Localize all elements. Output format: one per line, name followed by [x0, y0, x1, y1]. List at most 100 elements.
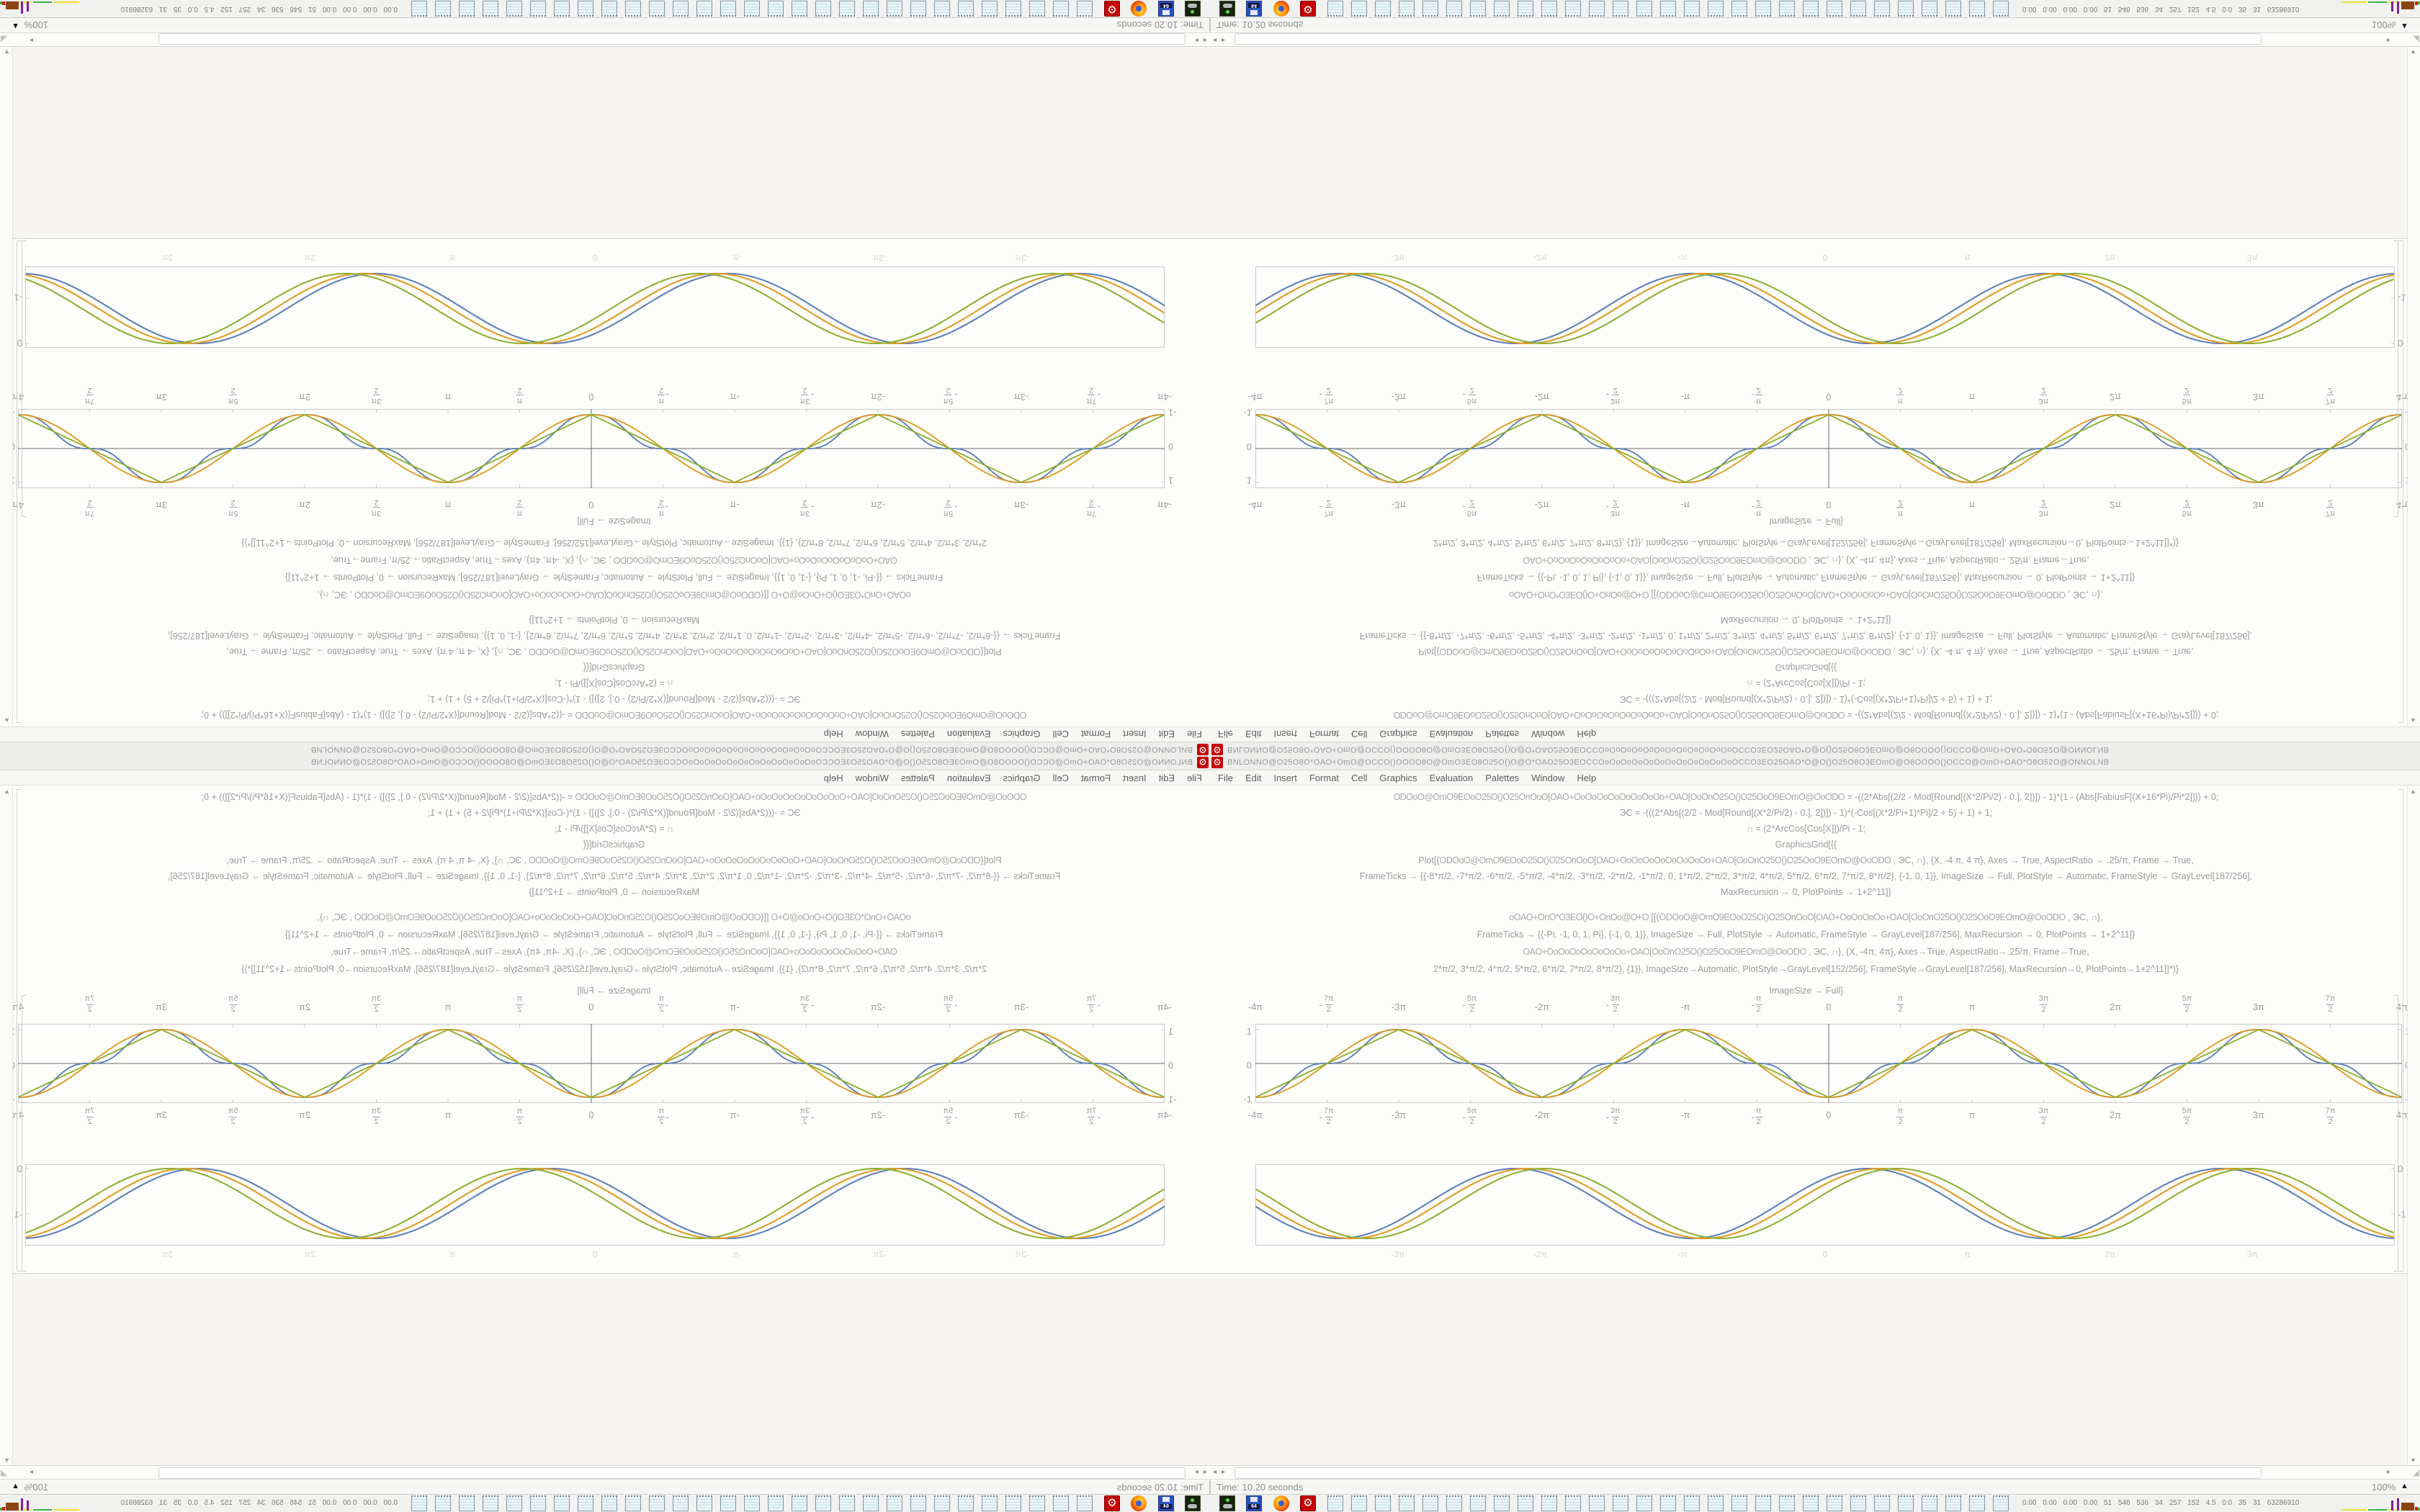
code-line-5[interactable]: Plot[{ODOoO@OmO9EOoO25O()O25OnOoO[OAO+Oo…: [18, 644, 1210, 658]
scrollbar-thumb[interactable]: [1234, 1467, 2262, 1479]
notepad-icon[interactable]: [1053, 1495, 1069, 1511]
notepad-icon[interactable]: [1565, 1, 1581, 17]
code-line-1[interactable]: ODOoO@OmO9EOoO25O()O25OnOoO[OAO+OoOoOoOo…: [18, 708, 1210, 721]
notepad-icon[interactable]: [1541, 1, 1557, 17]
menu-item-help[interactable]: Help: [1577, 729, 1597, 740]
notepad-icon[interactable]: [887, 1, 902, 17]
code-line-11[interactable]: 2*π/2, 3*π/2, 4*π/2, 5*π/2, 6*π/2, 7*π/2…: [18, 536, 1210, 549]
code-line-11[interactable]: 2*π/2, 3*π/2, 4*π/2, 5*π/2, 6*π/2, 7*π/2…: [1210, 963, 2402, 976]
menu-item-evaluation[interactable]: Evaluation: [1429, 729, 1474, 740]
cell-bracket-outer[interactable]: [2398, 789, 2403, 1272]
firefox-icon[interactable]: [1131, 1, 1147, 17]
device-icon[interactable]: [1219, 1495, 1235, 1511]
scroll-down-icon[interactable]: ▼: [2410, 1457, 2416, 1464]
notepad-icon[interactable]: [625, 1, 641, 17]
notepad-icon[interactable]: [673, 1495, 689, 1511]
notepad-icon[interactable]: [1827, 1495, 1842, 1511]
notepad-icon[interactable]: [792, 1, 807, 17]
floppy-64-icon[interactable]: 64: [1158, 1, 1174, 17]
notepad-icon[interactable]: [1613, 1495, 1628, 1511]
scroll-right-icon[interactable]: ▸: [1194, 1468, 1198, 1476]
notepad-icon[interactable]: [459, 1, 475, 17]
menu-item-palettes[interactable]: Palettes: [1485, 729, 1520, 740]
scrollbar-thumb[interactable]: [158, 33, 1186, 45]
notepad-icon[interactable]: [1399, 1495, 1415, 1511]
menu-item-insert[interactable]: Insert: [1123, 772, 1147, 783]
magnification-label[interactable]: 100%: [24, 1482, 48, 1493]
menu-item-format[interactable]: Format: [1080, 772, 1111, 783]
menu-item-evaluation[interactable]: Evaluation: [1429, 772, 1474, 783]
code-line-6[interactable]: FrameTicks → {{-8*π/2, -7*π/2, -6*π/2, -…: [18, 870, 1210, 883]
notebook-code-cells[interactable]: ODOoO@OmO9EOoO25O()O25OnOoO[OAO+OoOoOoOo…: [18, 514, 1210, 724]
notepad-icon[interactable]: [1565, 1495, 1581, 1511]
notepad-icon[interactable]: [554, 1495, 570, 1511]
menu-item-file[interactable]: File: [1218, 772, 1233, 783]
menu-item-graphics[interactable]: Graphics: [1379, 729, 1417, 740]
vertical-scrollbar[interactable]: ▲ ▼: [2407, 47, 2420, 726]
menu-item-window[interactable]: Window: [1531, 729, 1565, 740]
scrollbar-thumb[interactable]: [1234, 33, 2262, 45]
notepad-icon[interactable]: [720, 1, 736, 17]
notepad-icon[interactable]: [578, 1, 593, 17]
menu-item-format[interactable]: Format: [1309, 729, 1340, 740]
scroll-up-icon[interactable]: ▲: [4, 788, 10, 795]
resize-grip-icon[interactable]: ◢: [2412, 1467, 2419, 1477]
floppy-64-icon[interactable]: 64: [1158, 1495, 1174, 1511]
code-line-11[interactable]: 2*π/2, 3*π/2, 4*π/2, 5*π/2, 6*π/2, 7*π/2…: [1210, 536, 2402, 549]
menu-item-graphics[interactable]: Graphics: [1003, 729, 1041, 740]
device-icon[interactable]: [1219, 1, 1235, 17]
notepad-icon[interactable]: [1470, 1495, 1486, 1511]
notepad-icon[interactable]: [696, 1495, 712, 1511]
scroll-right-end-icon[interactable]: ▸: [29, 1468, 33, 1476]
notepad-icon[interactable]: [863, 1495, 879, 1511]
mathematica-gear-icon[interactable]: ⚙: [1104, 1, 1120, 17]
notepad-icon[interactable]: [1636, 1495, 1652, 1511]
notebook-code-cells[interactable]: ODOoO@OmO9EOoO25O()O25OnOoO[OAO+OoOoOoOo…: [18, 788, 1210, 998]
notepad-icon[interactable]: [1850, 1495, 1866, 1511]
window-titlebar[interactable]: ⚙ BNLONNO@O25O8O*OAO+OmO@OCCO()OOOO8O@Om…: [0, 742, 1210, 756]
scroll-right-icon[interactable]: ▸: [1222, 1468, 1226, 1476]
notepad-icon[interactable]: [934, 1, 950, 17]
cell-bracket-outer[interactable]: [17, 240, 22, 723]
code-line-8[interactable]: oOAO+OnO*O3EO()O+OnOo@O+O [[(ODOoO@OmO9E…: [18, 911, 1210, 924]
notepad-icon[interactable]: [1005, 1495, 1021, 1511]
notepad-icon[interactable]: [1708, 1, 1724, 17]
notebook-content[interactable]: ODOoO@OmO9EOoO25O()O25OnOoO[OAO+OoOoOoOo…: [0, 46, 1210, 726]
scroll-right-end-icon[interactable]: ▸: [29, 36, 33, 44]
notepad-icon[interactable]: [673, 1, 689, 17]
scroll-left-icon[interactable]: ◂: [1213, 36, 1217, 44]
notepad-icon[interactable]: [601, 1495, 617, 1511]
notepad-icon[interactable]: [1399, 1, 1415, 17]
menu-item-evaluation[interactable]: Evaluation: [946, 772, 991, 783]
menu-item-insert[interactable]: Insert: [1123, 729, 1147, 740]
cell-bracket-outer[interactable]: [2398, 240, 2403, 723]
resize-grip-icon[interactable]: ◢: [1, 1467, 8, 1477]
menu-item-format[interactable]: Format: [1080, 729, 1111, 740]
code-line-2[interactable]: ЭC = -(((2*Abs[(2/2 - Mod[Round[(X*2/Pi/…: [1210, 806, 2402, 820]
code-line-9[interactable]: FrameTicks → {{-Pi, -1, 0, 1, Pi}, {-1, …: [1210, 570, 2402, 584]
notepad-icon[interactable]: [1660, 1495, 1676, 1511]
magnification-label[interactable]: 100%: [2372, 19, 2396, 30]
code-line-3[interactable]: ∩ = (2*ArcCos[Cos[X]])/Pi - 1;: [1210, 822, 2402, 836]
resize-grip-icon[interactable]: ◢: [2412, 35, 2419, 45]
notepad-icon[interactable]: [1827, 1, 1842, 17]
code-line-5[interactable]: Plot[{ODOoO@OmO9EOoO25O()O25OnOoO[OAO+Oo…: [1210, 854, 2402, 868]
scroll-down-icon[interactable]: ▼: [4, 48, 10, 55]
firefox-icon[interactable]: [1273, 1, 1289, 17]
notepad-icon[interactable]: [744, 1495, 760, 1511]
menu-item-window[interactable]: Window: [855, 772, 889, 783]
code-line-4[interactable]: GraphicsGrid[{{: [1210, 838, 2402, 852]
notepad-icon[interactable]: [1993, 1, 2009, 17]
notepad-icon[interactable]: [1850, 1, 1866, 17]
code-line-3[interactable]: ∩ = (2*ArcCos[Cos[X]])/Pi - 1;: [18, 676, 1210, 690]
code-line-4[interactable]: GraphicsGrid[{{: [18, 660, 1210, 674]
notepad-icon[interactable]: [1005, 1, 1021, 17]
vertical-scrollbar[interactable]: ▲ ▼: [0, 786, 13, 1465]
notepad-icon[interactable]: [1351, 1, 1367, 17]
code-line-10[interactable]: OAO+OoOoOoOoOoOoOo+OAO[OoOnO25O()O25OoO9…: [1210, 553, 2402, 567]
code-line-6[interactable]: FrameTicks → {{-8*π/2, -7*π/2, -6*π/2, -…: [18, 629, 1210, 642]
notepad-icon[interactable]: [1779, 1, 1795, 17]
notepad-icon[interactable]: [1446, 1495, 1462, 1511]
notepad-icon[interactable]: [1684, 1495, 1700, 1511]
code-line-1[interactable]: ODOoO@OmO9EOoO25O()O25OnOoO[OAO+OoOoOoOo…: [18, 791, 1210, 804]
